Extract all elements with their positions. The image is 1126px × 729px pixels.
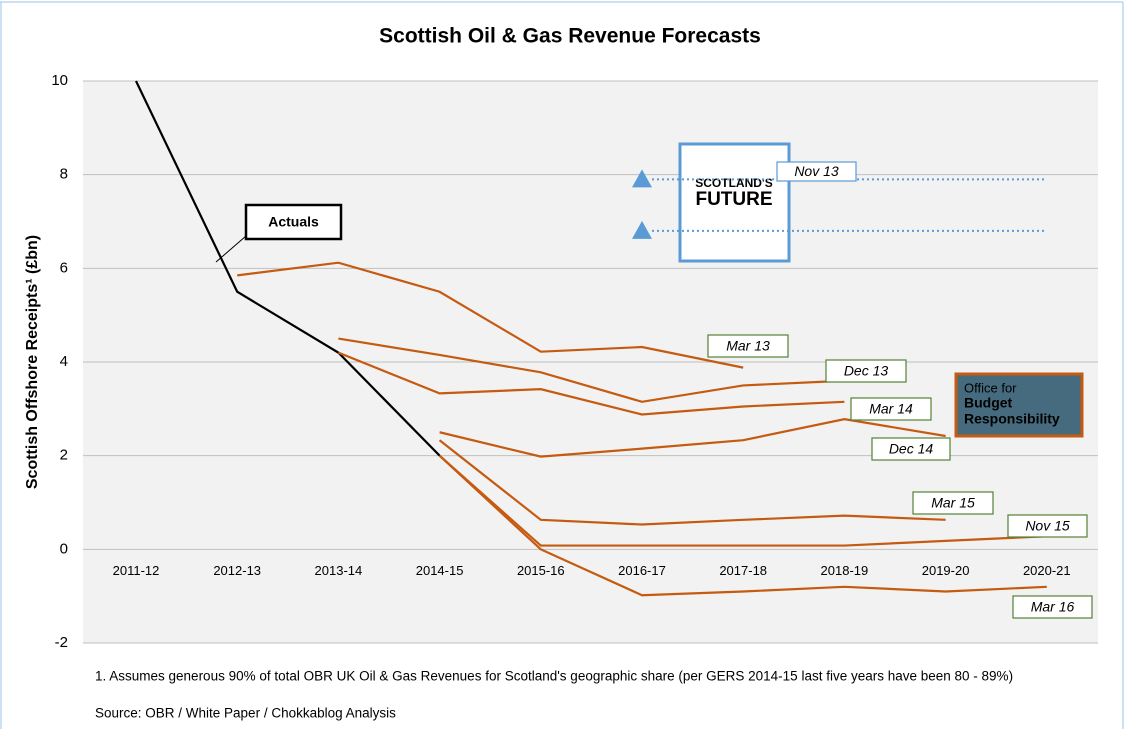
y-tick-label: 10 (51, 72, 68, 89)
triangle-marker (632, 169, 652, 188)
x-tick-label: 2013-14 (315, 563, 363, 578)
series-label: Dec 14 (889, 441, 934, 457)
series-line (338, 337, 845, 403)
series-label: Dec 13 (844, 363, 889, 379)
series-line (438, 454, 1047, 597)
series-label: Actuals (268, 214, 319, 230)
x-tick-label: 2017-18 (719, 563, 767, 578)
y-tick-label: 2 (60, 447, 68, 464)
series-label: Nov 15 (1025, 518, 1070, 534)
label-box (912, 491, 994, 515)
series-line (237, 261, 744, 369)
series-line (135, 80, 441, 457)
footnote: 1. Assumes generous 90% of total OBR UK … (95, 669, 1013, 684)
series-label: Mar 14 (869, 401, 913, 417)
label-box (871, 437, 951, 461)
series-label: Mar 16 (1031, 599, 1075, 615)
series-label: Mar 13 (726, 338, 770, 354)
series-line (439, 418, 946, 458)
y-tick-label: 8 (60, 166, 68, 183)
x-tick-label: 2019-20 (922, 563, 970, 578)
obr-text: Responsibility (964, 411, 1060, 427)
label-box (707, 334, 789, 358)
label-box (776, 161, 857, 182)
y-tick-label: 4 (60, 353, 68, 370)
obr-text: Budget (964, 395, 1013, 411)
source: Source: OBR / White Paper / Chokkablog A… (95, 706, 396, 721)
y-axis-label: Scottish Offshore Receipts¹ (£bn) (24, 235, 41, 489)
series-line (438, 454, 1047, 547)
series-label: Nov 13 (794, 163, 839, 179)
label-box (825, 359, 907, 383)
x-tick-label: 2020-21 (1023, 563, 1071, 578)
chart-title: Scottish Oil & Gas Revenue Forecasts (379, 25, 761, 48)
triangle-marker (632, 220, 652, 239)
y-tick-label: 0 (60, 540, 68, 557)
y-tick-label: -2 (55, 634, 68, 651)
obr-text: Office for (964, 380, 1017, 395)
series-line (337, 351, 845, 416)
x-tick-label: 2012-13 (213, 563, 261, 578)
x-tick-label: 2015-16 (517, 563, 565, 578)
x-tick-label: 2018-19 (821, 563, 869, 578)
label-box (850, 397, 932, 421)
x-tick-label: 2011-12 (113, 563, 160, 578)
white-paper-frame (678, 142, 791, 263)
leader-line (215, 235, 247, 263)
y-tick-label: 6 (60, 259, 68, 276)
x-tick-label: 2014-15 (416, 563, 464, 578)
x-tick-label: 2016-17 (618, 563, 666, 578)
series-label: Mar 15 (931, 495, 975, 511)
label-box (244, 203, 343, 241)
label-box (1007, 514, 1088, 538)
label-box (1012, 595, 1093, 619)
obr-box (954, 372, 1084, 438)
white-paper-title: FUTURE (695, 189, 772, 210)
series-line (438, 439, 946, 526)
